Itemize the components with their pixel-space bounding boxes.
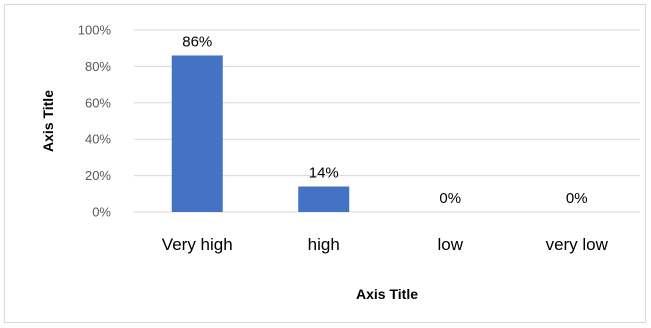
data-label: 0% [439, 190, 461, 207]
category-label: Very high [162, 235, 233, 254]
y-tick-labels: 0% 20% 40% 60% 80% 100% [78, 23, 112, 220]
y-tick-label: 80% [85, 59, 111, 74]
y-tick-label: 0% [92, 205, 111, 220]
category-label: very low [546, 235, 609, 254]
y-tick-label: 60% [85, 95, 111, 110]
data-labels: 86% 14% 0% 0% [182, 33, 587, 207]
data-label: 14% [309, 165, 339, 182]
x-axis-title: Axis Title [356, 286, 418, 302]
data-label: 86% [182, 33, 212, 50]
y-tick-label: 20% [85, 168, 111, 183]
bars [171, 55, 350, 213]
category-labels: Very high high low very low [162, 235, 609, 254]
chart-frame [4, 4, 646, 323]
y-axis-title: Axis Title [40, 90, 56, 152]
y-tick-label: 40% [85, 132, 111, 147]
bar [298, 186, 350, 212]
data-label: 0% [566, 190, 588, 207]
y-tick-label: 100% [78, 23, 112, 38]
category-label: high [308, 235, 340, 254]
category-label: low [437, 235, 463, 254]
bar [171, 55, 223, 213]
